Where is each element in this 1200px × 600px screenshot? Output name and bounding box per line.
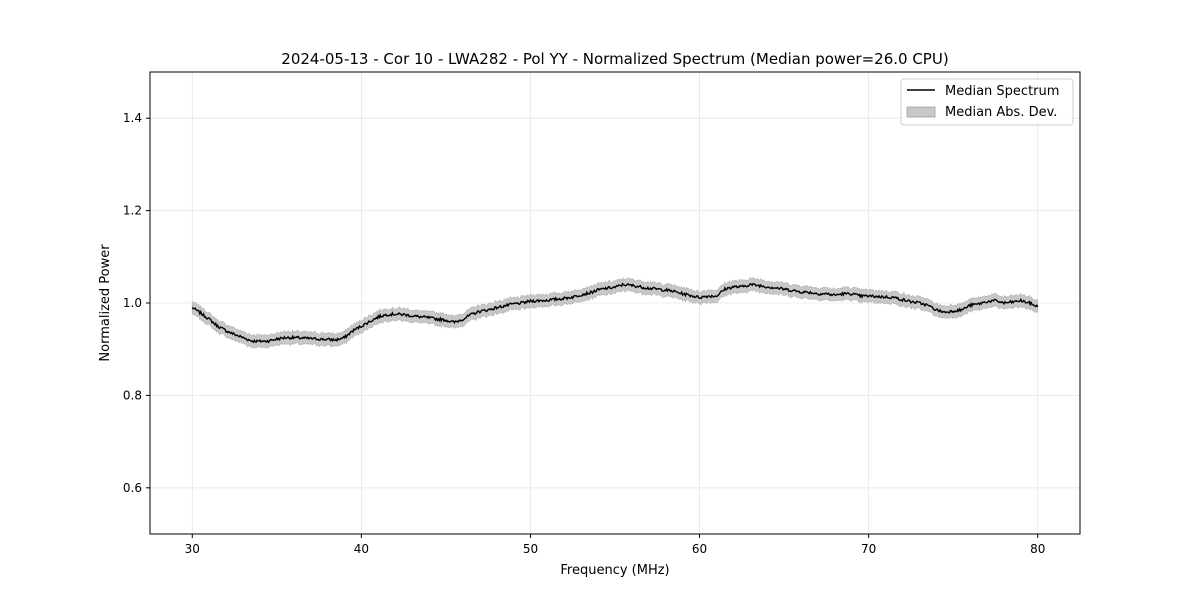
mad-band (191, 276, 1039, 349)
x-tick-label: 60 (692, 542, 707, 556)
x-tick-label: 80 (1030, 542, 1045, 556)
x-axis-label: Frequency (MHz) (560, 563, 669, 578)
x-tick-label: 70 (861, 542, 876, 556)
median-spectrum-line (191, 282, 1039, 344)
chart-title: 2024-05-13 - Cor 10 - LWA282 - Pol YY - … (281, 50, 948, 68)
x-ticks: 30 40 50 60 70 80 (185, 534, 1045, 556)
legend-mad-swatch (906, 106, 936, 118)
y-axis-label: Normalized Power (98, 244, 113, 362)
legend-mad-label: Median Abs. Dev. (945, 105, 1057, 120)
median-line-layer (191, 282, 1039, 344)
x-tick-label: 40 (354, 542, 369, 556)
legend-frame (900, 78, 1074, 126)
x-tick-label: 30 (185, 542, 200, 556)
legend-median-label: Median Spectrum (945, 84, 1059, 99)
y-tick-label: 0.6 (123, 481, 142, 495)
legend: Median Spectrum Median Abs. Dev. (900, 78, 1074, 126)
y-tick-label: 0.8 (123, 388, 142, 402)
y-ticks: 0.6 0.8 1.0 1.2 1.4 (123, 111, 150, 495)
y-tick-label: 1.0 (123, 296, 142, 310)
y-tick-label: 1.4 (123, 111, 142, 125)
grid (150, 72, 1080, 534)
y-tick-label: 1.2 (123, 204, 142, 218)
mad-band-layer (191, 276, 1039, 349)
x-tick-label: 50 (523, 542, 538, 556)
